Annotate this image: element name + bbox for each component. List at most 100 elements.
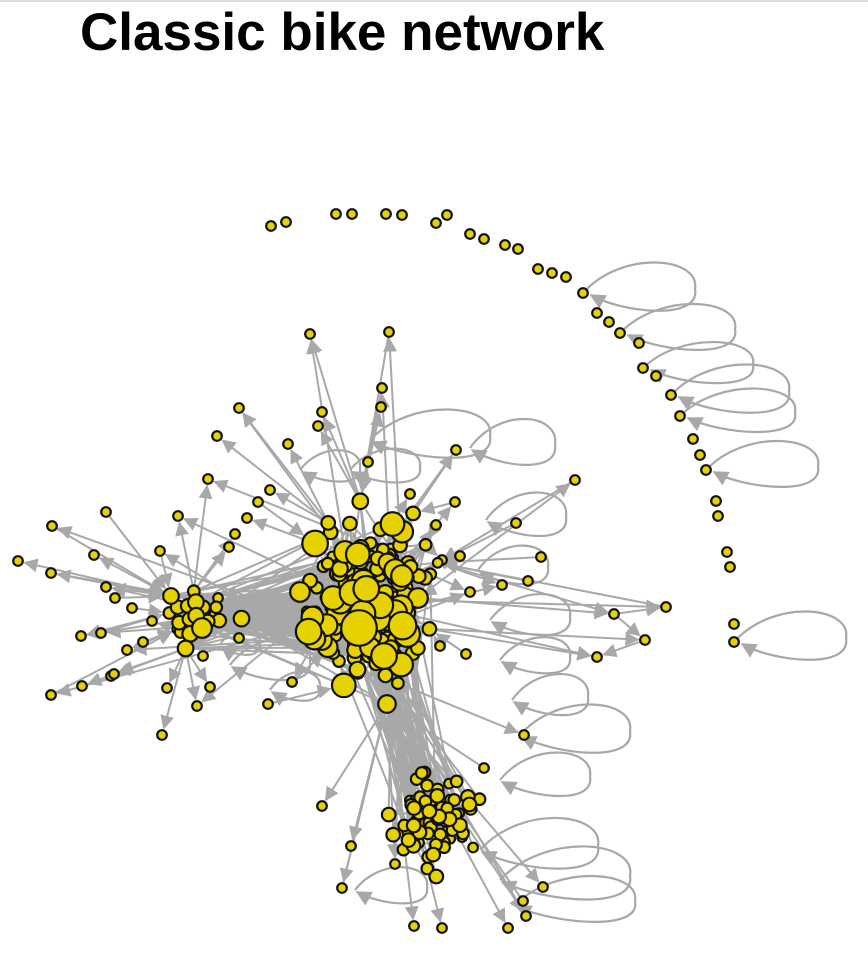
network-node [512,243,524,255]
network-node [712,510,724,522]
network-node [385,826,402,843]
network-node [176,639,195,658]
network-node [109,592,121,604]
network-node [450,444,462,456]
network-node [387,610,418,641]
network-node [408,920,420,932]
network-node [204,681,216,693]
self-loop-edge [582,261,697,312]
network-node [499,239,511,251]
network-node [660,601,672,613]
network-node [404,488,416,500]
network-node [728,618,740,630]
network-node [389,858,401,870]
network-node [316,406,328,418]
network-edge [417,597,609,620]
network-node [380,806,397,823]
network-node [383,326,395,338]
self-loop-edge [219,627,262,662]
network-node [522,575,534,587]
network-node [431,556,444,569]
self-loop-edge [679,387,797,434]
self-loop-edge [499,845,632,901]
network-edge [114,589,163,604]
network-node [420,778,435,793]
network-node [421,621,438,637]
network-node [447,793,462,807]
self-loops-layer [219,261,848,923]
network-node [434,640,446,652]
network-node [710,495,722,507]
network-node [687,433,699,445]
network-node [665,389,677,401]
network-node [425,846,442,863]
network-node [396,209,408,221]
self-loop-edge [705,439,820,488]
network-node [209,600,224,615]
network-node [429,788,446,804]
self-loop-edge [499,751,592,798]
network-node [478,762,490,774]
network-node [370,642,398,670]
self-loop-edge [499,636,572,676]
network-node [414,766,429,780]
network-node [121,644,133,656]
network-edge [50,631,173,696]
network-node [301,529,330,558]
self-loop-edge [299,449,362,486]
network-node [304,328,316,340]
network-edge [57,526,336,629]
network-node [262,698,274,710]
network-node [454,550,466,562]
network-node [608,608,620,620]
network-edge [602,639,646,658]
network-node [286,676,298,688]
network-node [724,561,736,573]
network-node [352,574,381,603]
network-node [126,602,138,614]
network-edge [119,647,186,674]
network-node [316,800,328,812]
network-node [330,208,342,220]
network-node [591,651,603,663]
network-node [156,729,168,741]
network-node [232,609,251,628]
network-edge [306,339,346,553]
self-loop-edge [354,866,429,906]
network-node [282,438,294,450]
network-node [88,549,100,561]
network-node [46,520,58,532]
network-node [108,668,120,680]
network-node [211,430,223,442]
network-node [233,402,245,414]
network-node [460,648,472,660]
self-loop-edge [269,670,322,706]
network-node [154,545,166,557]
network-node [346,208,358,220]
network-node [377,694,397,714]
self-loop-edge [369,408,492,459]
network-node [391,676,405,691]
self-loop-edge [479,816,600,870]
network-node [344,541,371,568]
network-node [45,567,57,579]
network-node [362,456,374,468]
self-loop-edge [469,417,557,466]
nodes-layer [12,208,740,934]
network-node [351,492,370,511]
self-loop-edge [519,703,632,754]
network-node [464,228,476,240]
network-node [146,615,158,627]
network-node [614,327,626,339]
network-node [336,882,348,894]
network-node [264,484,276,496]
network-node [694,449,706,461]
network-node [700,464,712,476]
network-node [202,473,214,485]
network-edge [158,550,173,588]
network-node [430,217,442,229]
network-node [449,774,464,789]
network-node [342,515,358,532]
network-node [464,586,476,598]
network-node [265,220,277,232]
